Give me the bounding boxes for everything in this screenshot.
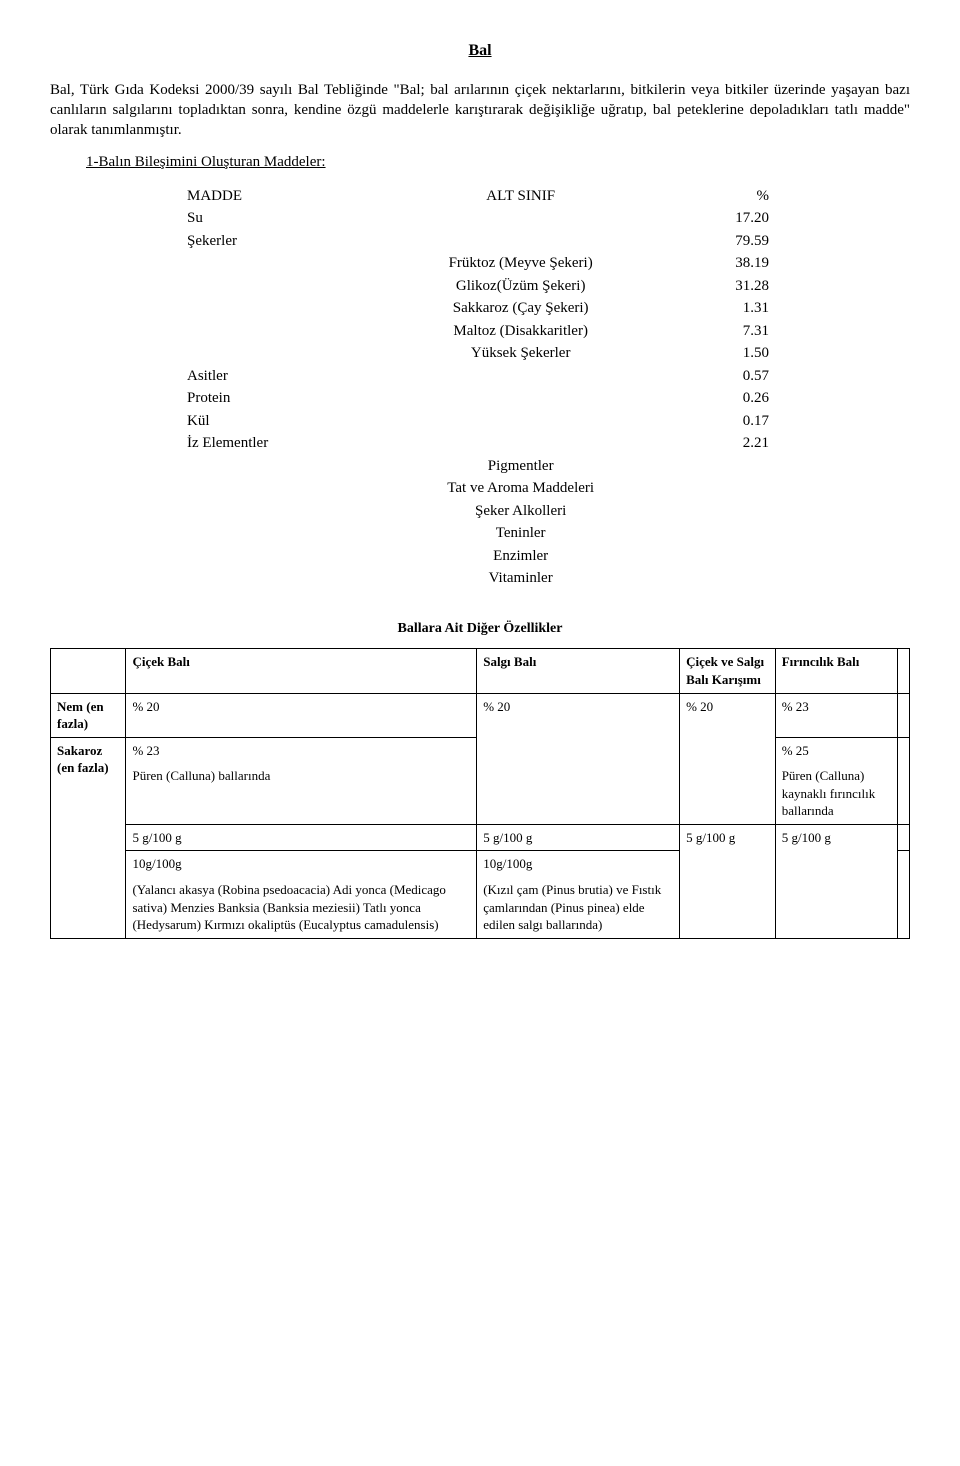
feat-col-3: Çiçek ve Salgı Balı Karışımı: [680, 649, 776, 693]
composition-row: Früktoz (Meyve Şekeri)38.19: [179, 252, 781, 275]
composition-row: Tat ve Aroma Maddeleri: [179, 477, 781, 500]
comp-c3: 0.26: [683, 387, 781, 410]
comp-c1: Su: [179, 207, 358, 230]
val-23: % 23: [132, 742, 470, 760]
feat-col-0: [51, 649, 126, 693]
composition-row: Sakkaroz (Çay Şekeri)1.31: [179, 297, 781, 320]
feat-col-spacer: [898, 649, 910, 693]
comp-c2: Maltoz (Disakkaritler): [358, 320, 683, 343]
feat-nem-c2: % 20: [477, 693, 680, 824]
feat-row-sakaroz: 5 g/100 g 5 g/100 g 5 g/100 g 5 g/100 g: [51, 824, 910, 851]
composition-heading: 1-Balın Bileşimini Oluşturan Maddeler:: [50, 152, 910, 172]
comp-c2: Teninler: [358, 522, 683, 545]
comp-c3: 31.28: [683, 275, 781, 298]
feat-col-1: Çiçek Balı: [126, 649, 477, 693]
comp-c1: Asitler: [179, 365, 358, 388]
comp-c3: 0.57: [683, 365, 781, 388]
feat-nem-c1: % 20: [126, 693, 477, 737]
composition-row: Şekerler 79.59: [179, 230, 781, 253]
comp-c1: Kül: [179, 410, 358, 433]
comp-c3: 0.17: [683, 410, 781, 433]
col-header-percent: %: [683, 185, 781, 208]
comp-c3: 7.31: [683, 320, 781, 343]
feat-sak-c2: 5 g/100 g: [477, 824, 680, 851]
composition-row: Vitaminler: [179, 567, 781, 590]
features-header-row: Çiçek Balı Salgı Balı Çiçek ve Salgı Bal…: [51, 649, 910, 693]
val-yalanci: (Yalancı akasya (Robina psedoacacia) Adi…: [132, 881, 470, 934]
comp-c3: 2.21: [683, 432, 781, 455]
val-10g-2: 10g/100g: [483, 855, 673, 873]
feat-sak-c1: 5 g/100 g: [126, 824, 477, 851]
feat-col-2: Salgı Balı: [477, 649, 680, 693]
val-10g-1: 10g/100g: [132, 855, 470, 873]
comp-c3: 38.19: [683, 252, 781, 275]
comp-c3: 79.59: [683, 230, 781, 253]
col-header-altsinif: ALT SINIF: [358, 185, 683, 208]
feat-sak-extra-c2: 10g/100g (Kızıl çam (Pinus brutia) ve Fı…: [477, 851, 680, 938]
comp-c3: 17.20: [683, 207, 781, 230]
composition-row: Teninler: [179, 522, 781, 545]
comp-c2: Sakkaroz (Çay Şekeri): [358, 297, 683, 320]
comp-c2: Tat ve Aroma Maddeleri: [358, 477, 683, 500]
val-puren: Püren (Calluna) ballarında: [132, 767, 470, 785]
composition-row: Kül 0.17: [179, 410, 781, 433]
composition-row: Enzimler: [179, 545, 781, 568]
comp-c2: Vitaminler: [358, 567, 683, 590]
feat-spacer-r1: [898, 693, 910, 737]
features-table: Çiçek Balı Salgı Balı Çiçek ve Salgı Bal…: [50, 648, 910, 938]
comp-c2: Früktoz (Meyve Şekeri): [358, 252, 683, 275]
comp-c1: Şekerler: [179, 230, 358, 253]
val-kizil: (Kızıl çam (Pinus brutia) ve Fıstık çaml…: [483, 881, 673, 934]
page-title: Bal: [50, 40, 910, 62]
feat-spacer-r4: [898, 851, 910, 938]
val-25: % 25: [782, 742, 891, 760]
feat-sak-c3: 5 g/100 g: [680, 824, 776, 938]
composition-table: MADDE ALT SINIF % Su 17.20 Şekerler 79.59Fr…: [179, 185, 781, 590]
feat-col-4: Fırıncılık Balı: [775, 649, 897, 693]
composition-row: Asitler 0.57: [179, 365, 781, 388]
feat-spacer-r2: [898, 737, 910, 824]
comp-c1: Protein: [179, 387, 358, 410]
composition-row: Pigmentler: [179, 455, 781, 478]
features-section-title: Ballara Ait Diğer Özellikler: [50, 620, 910, 639]
composition-header-row: MADDE ALT SINIF %: [179, 185, 781, 208]
val-puren-fir: Püren (Calluna) kaynaklı fırıncılık ball…: [782, 767, 891, 820]
composition-row: Glikoz(Üzüm Şekeri)31.28: [179, 275, 781, 298]
feat-nem-c3: % 20: [680, 693, 776, 824]
feat-spacer-r3: [898, 824, 910, 851]
col-header-madde: MADDE: [179, 185, 358, 208]
composition-row: Su 17.20: [179, 207, 781, 230]
composition-row: Şeker Alkolleri: [179, 500, 781, 523]
composition-row: İz Elementler 2.21: [179, 432, 781, 455]
comp-c1: İz Elementler: [179, 432, 358, 455]
feat-label-sakaroz: Sakaroz (en fazla): [51, 737, 126, 938]
feat-nem-extra-c4: % 25 Püren (Calluna) kaynaklı fırıncılık…: [775, 737, 897, 824]
feat-nem-extra-c1: % 23 Püren (Calluna) ballarında: [126, 737, 477, 824]
feat-row-nem: Nem (en fazla) % 20 % 20 % 20 % 23: [51, 693, 910, 737]
intro-paragraph: Bal, Türk Gıda Kodeksi 2000/39 sayılı Ba…: [50, 80, 910, 141]
comp-c2: Enzimler: [358, 545, 683, 568]
comp-c2: Yüksek Şekerler: [358, 342, 683, 365]
composition-row: Maltoz (Disakkaritler)7.31: [179, 320, 781, 343]
comp-c3: 1.31: [683, 297, 781, 320]
feat-sak-c4: 5 g/100 g: [775, 824, 897, 938]
composition-row: Protein 0.26: [179, 387, 781, 410]
composition-row: Yüksek Şekerler1.50: [179, 342, 781, 365]
comp-c3: 1.50: [683, 342, 781, 365]
comp-c2: Glikoz(Üzüm Şekeri): [358, 275, 683, 298]
comp-c2: Şeker Alkolleri: [358, 500, 683, 523]
comp-c2: Pigmentler: [358, 455, 683, 478]
feat-sak-extra-c1: 10g/100g (Yalancı akasya (Robina psedoac…: [126, 851, 477, 938]
feat-nem-c4: % 23: [775, 693, 897, 737]
feat-label-nem: Nem (en fazla): [51, 693, 126, 737]
